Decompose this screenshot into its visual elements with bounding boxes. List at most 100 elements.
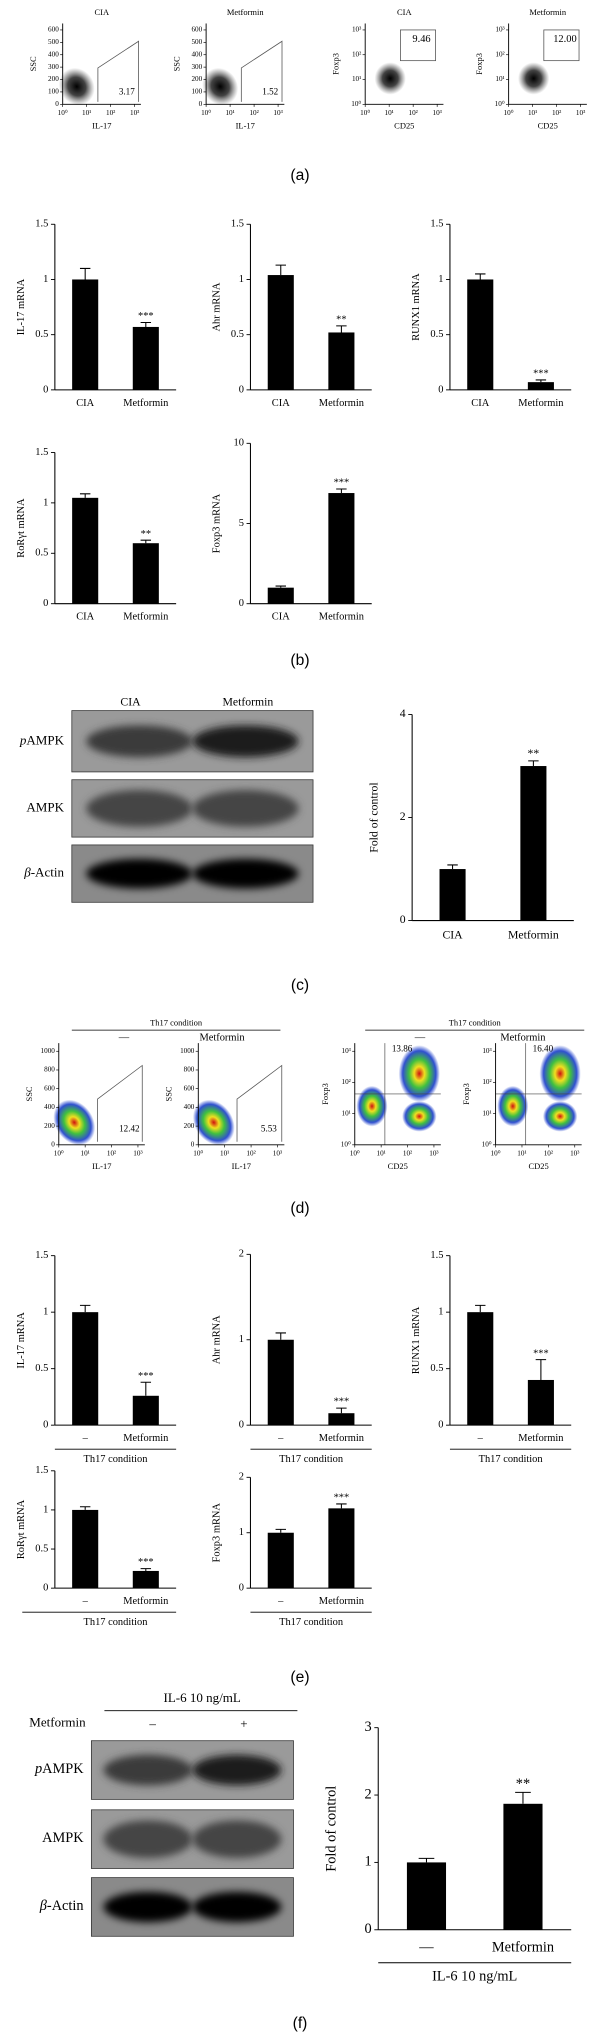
y-tick-label: 10¹ <box>495 75 504 83</box>
significance: ** <box>336 314 346 325</box>
label-name: AMPK <box>26 732 64 747</box>
bar <box>527 1379 554 1426</box>
x-tick-label: 10³ <box>570 1150 580 1158</box>
significance: ** <box>528 747 540 760</box>
x-axis-label: IL-17 <box>232 1161 251 1171</box>
x-tick-label: 10¹ <box>82 109 91 117</box>
gate-value: 9.46 <box>412 34 430 45</box>
flow-plot <box>518 29 580 95</box>
panel-label: (c) <box>291 977 309 994</box>
y-tick-label: 10¹ <box>482 1109 491 1117</box>
x-tick-label: 10¹ <box>81 1150 90 1158</box>
y-tick-label: 600 <box>191 26 202 34</box>
y-axis-label: Foxp3 <box>461 1083 471 1105</box>
condition-label: Th17 condition <box>150 1018 203 1028</box>
cell-cloud <box>192 1099 235 1146</box>
y-tick-label: 10¹ <box>352 75 361 83</box>
y-tick-label: 0.5 <box>231 329 244 340</box>
error-bar <box>515 1791 531 1804</box>
y-tick-label: 1000 <box>41 1047 56 1055</box>
y-tick-label: 0.5 <box>35 548 48 559</box>
x-tick-label: Metformin <box>123 1596 169 1607</box>
y-tick-label: 0 <box>55 100 59 108</box>
x-tick-label: Metformin <box>518 398 564 409</box>
blot-band <box>86 725 193 758</box>
y-tick-label: 10⁰ <box>482 1140 492 1148</box>
significance: *** <box>533 1348 549 1359</box>
gate <box>240 40 283 102</box>
gate-value: 16.40 <box>533 1044 554 1054</box>
bar <box>72 1509 99 1589</box>
panel-label: (a) <box>290 167 309 184</box>
error-bar <box>79 267 91 280</box>
y-tick-label: 10² <box>495 50 504 58</box>
y-tick-label: 1.5 <box>430 1250 443 1261</box>
cell-cloud <box>356 1085 388 1127</box>
y-axis-label: Fold of control <box>324 1786 340 1872</box>
y-tick-label: 0 <box>191 1140 195 1148</box>
error-bar <box>140 1568 152 1571</box>
y-tick-label: 1.5 <box>35 219 48 230</box>
significance: *** <box>334 1397 350 1408</box>
treatment-label: — <box>118 1032 130 1043</box>
bar <box>72 279 99 390</box>
x-tick-label: 10² <box>552 109 561 117</box>
y-tick-label: 0 <box>438 1420 443 1431</box>
error-bar <box>275 585 286 588</box>
significance: *** <box>138 311 154 322</box>
x-tick-label: 10³ <box>273 1150 283 1158</box>
cell-cloud <box>53 1099 96 1146</box>
label-name: AMPK <box>26 799 64 814</box>
x-tick-label: 10⁰ <box>58 109 68 117</box>
x-tick-label: CIA <box>76 612 94 623</box>
y-axis-label: Foxp3 mRNA <box>211 1503 222 1563</box>
x-tick-label: Metformin <box>123 612 169 623</box>
gate <box>400 29 436 62</box>
x-tick-label: 10³ <box>133 1150 143 1158</box>
y-tick-label: 100 <box>48 88 59 96</box>
y-axis-label: Ahr mRNA <box>211 1315 222 1364</box>
x-axis-label: IL-17 <box>92 120 111 130</box>
significance: *** <box>334 1493 350 1504</box>
x-tick-label: Metformin <box>319 1433 365 1444</box>
plot-title: CIA <box>397 7 412 17</box>
x-tick-label: 10² <box>249 109 258 117</box>
y-tick-label: 1 <box>43 1504 48 1515</box>
x-tick-label: 10³ <box>429 1150 439 1158</box>
y-axis-label: SSC <box>24 1086 34 1101</box>
x-tick-label: — <box>418 1940 434 1956</box>
gate-value: 5.53 <box>261 1124 277 1134</box>
bar <box>406 1862 447 1930</box>
flow-plot <box>202 40 283 106</box>
y-axis-label: Foxp3 <box>320 1083 330 1105</box>
bar <box>328 332 355 390</box>
bar <box>267 1532 294 1589</box>
x-tick-label: CIA <box>76 398 94 409</box>
y-tick-label: 400 <box>191 50 202 58</box>
cell-cloud <box>202 67 239 106</box>
x-tick-label: 10⁰ <box>193 1150 203 1158</box>
blot-row-label: AMPK <box>26 799 64 814</box>
y-tick-label: 0 <box>43 384 48 395</box>
significance: *** <box>533 369 549 380</box>
error-bar <box>475 273 486 280</box>
label-name: AMPK <box>42 1830 84 1846</box>
x-tick-label: Metformin <box>123 398 169 409</box>
panel-label: (b) <box>290 652 309 669</box>
y-tick-label: 2 <box>239 1249 244 1260</box>
y-tick-label: 0 <box>400 913 406 926</box>
x-tick-label: – <box>82 1596 89 1607</box>
x-tick-label: 10² <box>107 1150 116 1158</box>
y-tick-label: 1 <box>438 274 443 285</box>
error-bar <box>336 325 347 333</box>
label-prefix: p <box>34 1761 42 1777</box>
error-bar <box>79 1304 91 1313</box>
x-tick-label: – <box>477 1433 484 1444</box>
bar <box>132 1395 159 1426</box>
blot-row-label: β-Actin <box>23 865 64 880</box>
y-axis-label: Foxp3 <box>474 53 484 75</box>
y-tick-label: 0 <box>365 1921 372 1937</box>
bar <box>328 1413 355 1426</box>
significance: *** <box>138 1557 154 1568</box>
y-axis-label: Foxp3 mRNA <box>211 493 222 553</box>
